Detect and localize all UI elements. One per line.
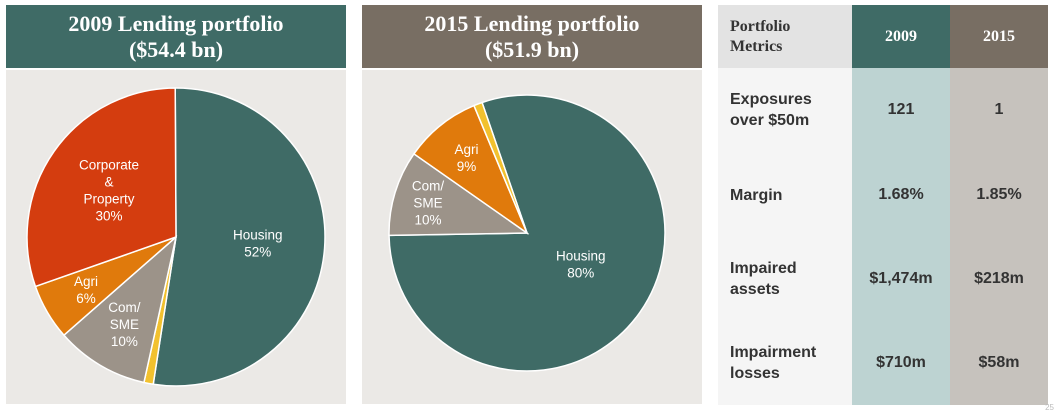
metric-label: Exposures over $50m	[730, 91, 812, 129]
slice-label: Com/SME 10%	[108, 300, 141, 349]
chart-2015-title: 2015 Lending portfolio	[424, 10, 640, 36]
metric-value-2009: $710m	[876, 354, 926, 371]
chart-2009-subtitle: ($54.4 bn)	[128, 36, 224, 62]
slice-label: Corporate & Property 30%	[79, 157, 139, 223]
metric-label: Impairment losses	[730, 344, 817, 382]
metric-label: Impaired assets	[730, 260, 797, 298]
metric-value-2015: 1.85%	[976, 186, 1022, 203]
table-header-2015: 2015	[950, 5, 1048, 68]
slice-label: Agri 6%	[74, 274, 98, 306]
chart-2009-header: 2009 Lending portfolio ($54.4 bn)	[6, 5, 346, 68]
metric-value-2015: 1	[994, 101, 1004, 118]
slice-label: Com/SME 10%	[412, 179, 445, 228]
pie-chart-2009: Housing 52% Com/SME 10% Agri 6% Corporate & Prop…	[26, 87, 326, 387]
table-header-label-text: Portfolio Metrics	[730, 17, 791, 55]
slice-label: Housing 52%	[233, 228, 283, 260]
pie-slice-com-sme	[388, 152, 530, 237]
metric-value-2015: $218m	[974, 270, 1024, 287]
table-2015-column	[950, 68, 1048, 405]
pie-chart-2015: Housing 80% Com/SME 10% Agri 9%	[388, 94, 666, 372]
page-number: 25	[1045, 403, 1054, 412]
slice-label: Housing 80%	[556, 249, 606, 281]
chart-2009-panel: Housing 52% Com/SME 10% Agri 6% Corporate & Prop…	[6, 70, 346, 404]
pie-slice-com-sme	[62, 234, 178, 384]
metric-label: Margin	[730, 186, 783, 204]
chart-2009-title: 2009 Lending portfolio	[68, 10, 284, 36]
table-header-2009: 2009	[852, 5, 950, 68]
metric-value-2009: 121	[887, 101, 915, 118]
chart-2015-header: 2015 Lending portfolio ($51.9 bn)	[362, 5, 702, 68]
portfolio-metrics-table: Portfolio Metrics 2009 2015 Exposures ov…	[718, 5, 1048, 405]
table-2009-column	[852, 68, 950, 405]
metric-value-2009: $1,474m	[869, 270, 933, 287]
table-label-column	[718, 68, 852, 405]
pie-slice-housing	[152, 87, 326, 387]
metric-value-2009: 1.68%	[878, 186, 924, 203]
pie-slice-corporate-property	[26, 87, 177, 288]
table-header-label: Portfolio Metrics	[718, 5, 852, 68]
slice-label: Agri 9%	[454, 142, 478, 174]
pie-slice-other	[472, 101, 528, 234]
metric-value-2015: $58m	[978, 354, 1020, 371]
chart-2015-panel: Housing 80% Com/SME 10% Agri 9%	[362, 70, 702, 404]
chart-2015-subtitle: ($51.9 bn)	[484, 36, 580, 62]
